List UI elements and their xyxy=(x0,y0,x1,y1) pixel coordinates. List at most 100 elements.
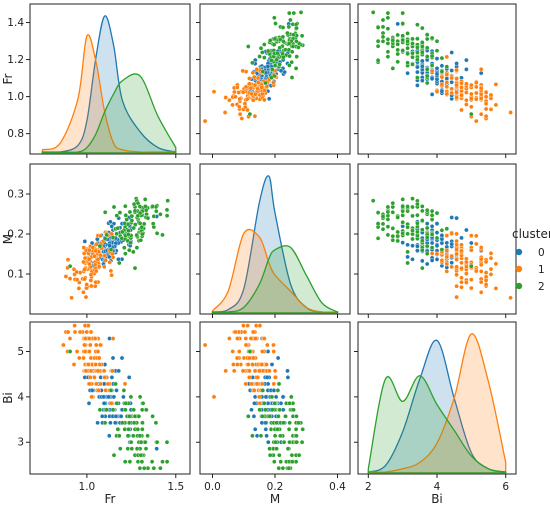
point-Fr-Bi-171 xyxy=(483,113,489,119)
point-Bi-Fr-163 xyxy=(67,336,73,341)
point-Fr-M-156 xyxy=(230,102,235,108)
point-M-Fr-286 xyxy=(111,204,117,210)
point-M-Bi-234 xyxy=(385,232,391,238)
point-Bi-M-202 xyxy=(245,362,251,367)
point-Bi-Fr-274 xyxy=(104,407,109,413)
point-M-Bi-204 xyxy=(483,282,489,287)
point-M-Bi-321 xyxy=(400,197,406,202)
point-Bi-M-298 xyxy=(245,413,251,419)
point-M-Bi-105 xyxy=(434,230,440,235)
point-Bi-Fr-210 xyxy=(93,362,98,367)
point-Bi-M-80 xyxy=(251,413,257,419)
point-Bi-Fr-157 xyxy=(96,388,101,393)
point-Bi-M-214 xyxy=(271,342,276,348)
point-Fr-Bi-212 xyxy=(478,91,484,97)
point-Bi-Fr-220 xyxy=(97,407,103,413)
point-M-Bi-208 xyxy=(473,268,479,274)
point-M-Bi-127 xyxy=(459,284,464,290)
point-M-Fr-322 xyxy=(150,221,156,226)
point-M-Fr-227 xyxy=(164,207,170,213)
xtick-label-Fr-1.5: 1.5 xyxy=(167,481,184,493)
point-Bi-M-270 xyxy=(281,439,287,445)
point-Fr-Bi-144 xyxy=(468,96,474,101)
point-Fr-M-154 xyxy=(227,97,232,103)
point-M-Bi-270 xyxy=(400,219,406,225)
point-M-Fr-199 xyxy=(103,258,108,263)
point-Bi-Fr-52 xyxy=(110,355,116,361)
point-Fr-M-293 xyxy=(265,48,271,54)
point-Fr-Bi-312 xyxy=(415,57,420,63)
point-Bi-M-327 xyxy=(275,426,280,432)
point-Fr-Bi-323 xyxy=(390,38,396,43)
point-Bi-Fr-132 xyxy=(88,342,93,348)
ytick-label-M-0.2: 0.2 xyxy=(7,229,24,241)
point-Bi-Fr-0 xyxy=(154,446,159,452)
point-Fr-M-304 xyxy=(294,39,299,44)
point-Bi-M-222 xyxy=(289,452,295,458)
point-Fr-Bi-319 xyxy=(400,21,406,26)
point-Fr-Bi-246 xyxy=(400,48,406,53)
point-Bi-M-103 xyxy=(271,388,277,393)
point-Fr-Bi-234 xyxy=(385,15,391,21)
point-Bi-M-234 xyxy=(271,459,277,465)
point-M-Bi-319 xyxy=(400,230,406,236)
point-M-Bi-318 xyxy=(385,209,391,215)
point-Bi-M-209 xyxy=(250,362,255,367)
point-Bi-M-179 xyxy=(235,336,240,341)
point-M-Bi-302 xyxy=(424,235,430,240)
point-Fr-M-260 xyxy=(287,63,292,68)
point-M-Bi-86 xyxy=(400,240,406,245)
point-Bi-M-105 xyxy=(273,394,279,400)
point-Bi-M-83 xyxy=(252,400,257,406)
point-Bi-M-319 xyxy=(273,439,278,445)
ytick-label-Fr-1.2: 1.2 xyxy=(7,54,24,66)
point-Fr-Bi-138 xyxy=(464,90,469,95)
point-M-Bi-290 xyxy=(390,233,396,239)
point-Bi-Fr-292 xyxy=(129,446,135,452)
point-Fr-Bi-139 xyxy=(483,106,489,112)
point-Bi-M-313 xyxy=(291,407,296,413)
point-Bi-M-109 xyxy=(265,381,271,387)
point-Fr-Bi-87 xyxy=(439,88,445,94)
point-Bi-Fr-298 xyxy=(132,413,138,419)
point-Fr-M-326 xyxy=(277,45,283,51)
point-Bi-Fr-28 xyxy=(114,388,119,393)
ytick-label-M-0.1: 0.1 xyxy=(7,269,24,281)
point-Bi-M-122 xyxy=(259,381,265,387)
point-Fr-M-227 xyxy=(291,10,297,16)
point-Bi-M-315 xyxy=(286,465,292,471)
point-M-Fr-329 xyxy=(123,212,129,218)
point-Fr-M-302 xyxy=(269,67,275,72)
point-M-Bi-222 xyxy=(390,209,396,215)
point-M-Bi-200 xyxy=(464,264,469,270)
point-Fr-Bi-274 xyxy=(424,73,430,79)
point-Bi-M-106 xyxy=(278,400,284,406)
point-M-Bi-259 xyxy=(468,263,474,269)
point-M-Bi-323 xyxy=(390,237,396,243)
point-M-Bi-252 xyxy=(385,224,391,229)
ytick-label-M-0.3: 0.3 xyxy=(7,189,24,201)
point-Bi-M-304 xyxy=(294,433,299,439)
point-Fr-Bi-126 xyxy=(459,80,464,86)
point-M-Bi-160 xyxy=(444,254,450,260)
point-Fr-Bi-186 xyxy=(459,107,464,113)
point-Bi-Fr-312 xyxy=(119,420,125,426)
point-Bi-M-98 xyxy=(254,433,260,439)
point-M-Bi-218 xyxy=(444,261,450,267)
point-Fr-M-255 xyxy=(272,63,278,68)
point-Fr-Bi-175 xyxy=(434,89,440,94)
density-Bi-cluster-2 xyxy=(367,375,507,474)
point-Bi-Fr-323 xyxy=(138,452,144,458)
point-Fr-M-192 xyxy=(250,70,256,76)
point-Fr-M-283 xyxy=(269,75,274,80)
point-M-Bi-140 xyxy=(468,285,474,291)
point-Fr-Bi-241 xyxy=(415,36,420,42)
point-M-Fr-220 xyxy=(97,243,103,249)
point-Bi-M-314 xyxy=(288,394,294,400)
point-Fr-Bi-217 xyxy=(449,90,455,96)
point-M-Bi-162 xyxy=(459,242,464,248)
point-Fr-M-259 xyxy=(247,111,253,117)
point-M-Fr-82 xyxy=(107,243,112,248)
point-Fr-Bi-292 xyxy=(395,47,401,53)
point-M-Bi-210 xyxy=(459,248,464,254)
